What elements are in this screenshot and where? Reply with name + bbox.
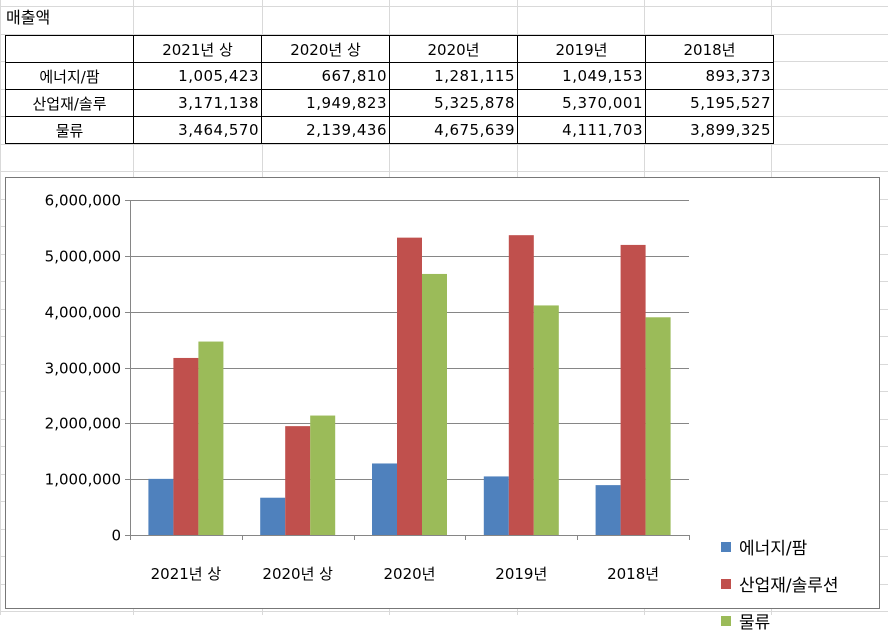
bar[interactable] [620, 244, 646, 535]
table-row: 산업재/솔루 3,171,138 1,949,823 5,325,878 5,3… [5, 89, 774, 117]
table-header-cell[interactable]: 2019년 [517, 35, 646, 63]
bar[interactable] [148, 478, 174, 535]
bar[interactable] [260, 497, 286, 535]
table-cell[interactable]: 4,111,703 [517, 116, 646, 144]
legend-label: 에너지/팜 [739, 539, 808, 559]
x-tick-label: 2021년 상 [151, 565, 222, 583]
table-header-cell[interactable]: 2020년 상 [261, 35, 390, 63]
legend-swatch [721, 615, 731, 626]
bar[interactable] [422, 273, 447, 535]
legend-item: 물류 [721, 602, 839, 639]
table-header-cell[interactable]: 2020년 [389, 35, 518, 63]
bar[interactable] [508, 235, 534, 536]
table-row: 물류 3,464,570 2,139,436 4,675,639 4,111,7… [5, 116, 774, 144]
table-cell[interactable]: 4,675,639 [389, 116, 518, 144]
legend-item: 에너지/팜 [721, 528, 839, 565]
chart-frame[interactable]: 0 1,000,000 2,000,000 3,000,000 4,000,000 5,0… [5, 177, 880, 633]
table-cell[interactable]: 893,373 [645, 62, 774, 90]
legend-swatch [721, 578, 731, 589]
row-label[interactable]: 에너지/팜 [5, 62, 134, 90]
bar[interactable] [198, 341, 224, 535]
bar[interactable] [310, 415, 336, 535]
bar-chart: 0 1,000,000 2,000,000 3,000,000 4,000,000 5,0… [45, 192, 690, 583]
table-cell[interactable]: 5,195,527 [645, 89, 774, 117]
bar[interactable] [397, 237, 422, 535]
legend-swatch [721, 541, 731, 552]
table-header-cell[interactable]: 2018년 [645, 35, 774, 63]
table-cell[interactable]: 667,810 [261, 62, 390, 90]
table-cell[interactable]: 1,281,115 [389, 62, 518, 90]
table-cell[interactable]: 2,139,436 [261, 116, 390, 144]
y-tick-label: 4,000,000 [45, 304, 121, 322]
bar[interactable] [285, 426, 311, 535]
bar[interactable] [372, 463, 397, 535]
bar[interactable] [595, 485, 621, 535]
table-cell[interactable]: 1,949,823 [261, 89, 390, 117]
table-header-cell[interactable] [5, 35, 134, 63]
legend-item: 산업재/솔루션 [721, 565, 839, 602]
x-tick-label: 2018년 [607, 565, 659, 583]
legend-label: 물류 [739, 613, 771, 633]
bar[interactable] [645, 317, 671, 535]
table-cell[interactable]: 1,049,153 [517, 62, 646, 90]
x-tick-label: 2020년 [384, 565, 436, 583]
y-tick-label: 3,000,000 [45, 360, 121, 378]
table-cell[interactable]: 5,370,001 [517, 89, 646, 117]
row-label[interactable]: 산업재/솔루 [5, 89, 134, 117]
y-tick-label: 5,000,000 [45, 248, 121, 266]
bar[interactable] [173, 357, 199, 535]
y-tick-label: 1,000,000 [45, 471, 121, 489]
table-cell[interactable]: 5,325,878 [389, 89, 518, 117]
sheet-title: 매출액 [6, 8, 51, 27]
table-cell[interactable]: 3,464,570 [133, 116, 262, 144]
legend-label: 산업재/솔루션 [739, 576, 839, 596]
y-tick-label: 6,000,000 [45, 192, 121, 210]
bar[interactable] [483, 476, 509, 535]
y-tick-label: 2,000,000 [45, 415, 121, 433]
table-cell[interactable]: 3,171,138 [133, 89, 262, 117]
table-header-row: 2021년 상 2020년 상 2020년 2019년 2018년 [5, 35, 774, 63]
x-tick-label: 2019년 [495, 565, 547, 583]
table-cell[interactable]: 3,899,325 [645, 116, 774, 144]
table-header-cell[interactable]: 2021년 상 [133, 35, 262, 63]
chart-legend: 에너지/팜 산업재/솔루션 물류 [721, 528, 839, 639]
x-tick-label: 2020년 상 [262, 565, 333, 583]
table-row: 에너지/팜 1,005,423 667,810 1,281,115 1,049,… [5, 62, 774, 90]
data-table: 2021년 상 2020년 상 2020년 2019년 2018년 에너지/팜 … [5, 35, 774, 144]
y-tick-label: 0 [111, 527, 121, 545]
row-label[interactable]: 물류 [5, 116, 134, 144]
bar[interactable] [533, 305, 559, 535]
table-cell[interactable]: 1,005,423 [133, 62, 262, 90]
